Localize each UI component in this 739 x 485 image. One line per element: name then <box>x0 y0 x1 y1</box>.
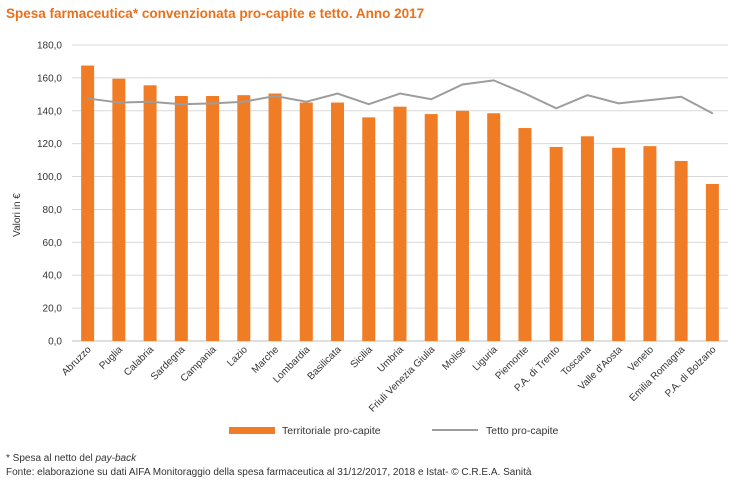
x-tick-label: Molise <box>440 344 469 373</box>
bar <box>174 95 188 341</box>
bar <box>705 183 719 341</box>
bar <box>455 110 469 342</box>
bar <box>237 95 251 342</box>
y-tick-label: 20,0 <box>43 304 63 315</box>
chart-title: Spesa farmaceutica* convenzionata pro-ca… <box>6 6 425 21</box>
bar <box>487 113 501 341</box>
bar <box>331 102 345 341</box>
line-point <box>336 92 339 95</box>
x-tick-label: Basilicata <box>306 344 344 382</box>
bars <box>81 65 719 342</box>
y-tick-label: 180,0 <box>37 41 62 52</box>
y-tick-label: 100,0 <box>37 172 62 183</box>
x-tick-label: Emilia Romagna <box>628 344 688 404</box>
tetto-line <box>86 79 714 115</box>
line-point <box>180 103 183 105</box>
y-tick-label: 0,0 <box>48 337 62 348</box>
line-point <box>367 103 370 105</box>
line-point <box>711 112 714 115</box>
line-point <box>617 102 620 105</box>
x-tick-label: Abruzzo <box>60 344 94 378</box>
line-point <box>274 95 276 97</box>
x-tick-label: Umbria <box>376 344 407 375</box>
line-point <box>305 100 308 103</box>
legend: Territoriale pro-capite Tetto pro-capite <box>229 425 559 437</box>
line-point <box>680 96 682 98</box>
bar <box>424 114 438 341</box>
legend-swatch-bar <box>229 427 275 434</box>
line-point <box>524 92 526 95</box>
line-point <box>492 79 495 82</box>
bar <box>299 102 313 341</box>
line-point <box>243 100 245 103</box>
y-axis: 0,0 20,0 40,0 60,0 80,0 100,0 120,0 140,0 160,0 1… <box>37 41 62 348</box>
footnote-italic: pay-back <box>95 453 137 464</box>
bar <box>393 106 407 342</box>
x-tick-label: Lazio <box>225 344 250 369</box>
line-point <box>149 100 151 103</box>
y-tick-label: 80,0 <box>43 205 63 216</box>
bar <box>112 78 126 341</box>
line-point <box>555 107 557 110</box>
bar <box>81 65 95 342</box>
legend-label-line: Tetto pro-capite <box>486 425 559 437</box>
source-note: Fonte: elaborazione su dati AIFA Monitor… <box>6 467 532 478</box>
line-point <box>430 98 433 101</box>
bar <box>612 147 626 341</box>
bar <box>143 85 157 342</box>
bar <box>362 117 376 341</box>
bar <box>518 128 532 341</box>
bar <box>268 93 282 341</box>
x-tick-label: Puglia <box>98 344 126 372</box>
y-axis-label: Valori in € <box>12 193 23 237</box>
y-tick-label: 120,0 <box>37 139 62 150</box>
legend-label-bar: Territoriale pro-capite <box>282 425 381 437</box>
x-tick-label: Sicilia <box>349 344 376 371</box>
x-tick-label: Veneto <box>626 344 656 374</box>
footnote-prefix: * Spesa al netto del <box>6 453 96 464</box>
line-point <box>461 83 464 86</box>
y-tick-label: 160,0 <box>37 73 62 84</box>
bar <box>674 160 688 341</box>
footnote: * Spesa al netto del pay-back <box>6 453 136 464</box>
line-point <box>211 102 214 105</box>
bar <box>206 95 220 341</box>
y-tick-label: 60,0 <box>43 238 63 249</box>
x-tick-label: Liguria <box>471 344 500 373</box>
line-point <box>118 101 120 104</box>
y-tick-label: 140,0 <box>37 106 62 117</box>
line-point <box>86 97 89 100</box>
y-tick-label: 40,0 <box>43 271 63 282</box>
line-point <box>586 94 589 96</box>
line-point <box>649 99 651 101</box>
bar <box>549 146 563 341</box>
bar <box>580 136 594 341</box>
line-point <box>399 92 401 95</box>
bar <box>643 146 657 341</box>
